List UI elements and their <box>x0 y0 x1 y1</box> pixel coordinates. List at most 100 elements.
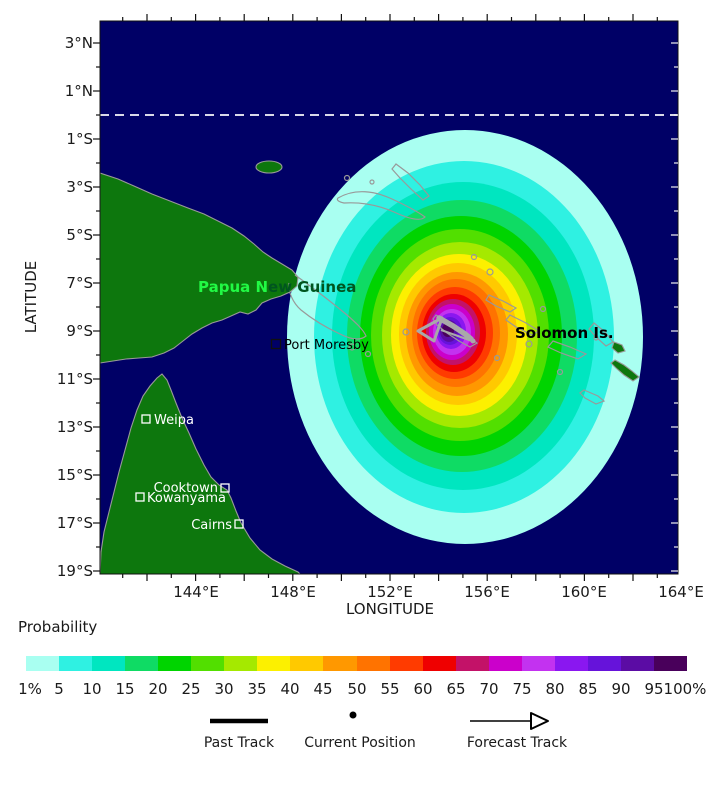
santa-isabel-outline <box>505 314 541 336</box>
colorbar-swatch <box>456 656 489 671</box>
island-outline <box>369 179 375 185</box>
malaita-outline <box>588 322 614 347</box>
island-outline <box>486 268 494 276</box>
x-tick-label: 148°E <box>270 583 316 601</box>
australia-cape-york-land <box>100 373 301 574</box>
colorbar-label: 65 <box>446 680 465 698</box>
colorbar-label: 80 <box>545 680 564 698</box>
y-axis-labels: 3°N 1°N 1°S 3°S 5°S 7°S 9°S 11°S 13°S 15… <box>57 34 93 580</box>
colorbar-swatch <box>224 656 257 671</box>
city-label-cairns: Cairns <box>191 518 232 533</box>
island-outline <box>525 340 533 348</box>
island <box>611 341 626 354</box>
choiseul-outline <box>485 294 518 313</box>
y-tick-label: 11°S <box>57 370 93 388</box>
island-outline <box>364 350 372 358</box>
x-tick-label: 152°E <box>367 583 413 601</box>
colorbar-title: Probability <box>18 618 97 636</box>
colorbar-swatch <box>423 656 456 671</box>
island-outline <box>556 368 564 376</box>
colorbar-label: 40 <box>280 680 299 698</box>
colorbar-label: 45 <box>313 680 332 698</box>
colorbar-label: 20 <box>148 680 167 698</box>
city-marker-port-moresby <box>270 338 282 350</box>
colorbar-label: 30 <box>214 680 233 698</box>
island-outline <box>470 253 478 261</box>
colorbar-label: 55 <box>380 680 399 698</box>
city-label-kowanyama: Kowanyama <box>147 491 226 506</box>
y-tick-label: 3°N <box>65 34 93 52</box>
city-label-port-moresby: Port Moresby <box>284 338 369 353</box>
colorbar-label: 75 <box>512 680 531 698</box>
y-tick-label: 1°S <box>66 130 93 148</box>
current-position-symbol-icon <box>349 711 357 719</box>
island <box>255 160 283 174</box>
forecast-track-label: Forecast Track <box>467 735 568 751</box>
colorbar <box>26 656 687 671</box>
y-tick-label: 9°S <box>66 322 93 340</box>
past-track-line <box>436 315 474 342</box>
colorbar-label: 90 <box>611 680 630 698</box>
y-tick-label: 13°S <box>57 418 93 436</box>
past-track-label: Past Track <box>204 735 275 751</box>
city-markers: Port Moresby Weipa Cooktown Kowanyama Ca… <box>135 338 369 533</box>
colorbar-swatch <box>92 656 125 671</box>
probability-contours <box>287 130 643 544</box>
city-marker-kowanyama <box>135 492 145 502</box>
forecast-track-symbol-arrowhead-icon <box>530 712 549 730</box>
y-tick-label: 1°N <box>65 82 93 100</box>
colorbar-swatch <box>323 656 357 671</box>
colorbar-swatch <box>654 656 687 671</box>
colorbar-swatch <box>257 656 290 671</box>
colorbar-swatch <box>588 656 621 671</box>
papuan-peninsula-outline <box>288 274 367 340</box>
region-label-papua-part2: ew Guinea <box>268 278 356 296</box>
colorbar-swatch <box>191 656 224 671</box>
colorbar-label: 35 <box>247 680 266 698</box>
colorbar-swatch <box>621 656 654 671</box>
city-marker-weipa <box>141 414 151 424</box>
island-outline <box>593 335 599 341</box>
y-tick-label: 5°S <box>66 226 93 244</box>
colorbar-swatch <box>390 656 423 671</box>
current-position-dot <box>470 338 476 344</box>
x-tick-label: 164°E <box>658 583 704 601</box>
island-outline <box>539 305 547 313</box>
colorbar-swatch <box>357 656 390 671</box>
colorbar-swatch <box>555 656 588 671</box>
y-tick-label: 17°S <box>57 514 93 532</box>
colorbar-label: 70 <box>479 680 498 698</box>
forecast-track-line <box>440 329 473 342</box>
colorbar-swatch <box>158 656 191 671</box>
landmasses <box>100 160 640 574</box>
island <box>610 359 640 382</box>
y-tick-label: 15°S <box>57 466 93 484</box>
storm-track-symbols <box>416 315 476 344</box>
city-marker-cairns <box>234 519 244 529</box>
x-axis-title: LONGITUDE <box>346 600 434 618</box>
region-label-papua-part1: Papua N <box>198 278 268 296</box>
city-label-weipa: Weipa <box>154 413 194 428</box>
colorbar-swatch <box>26 656 59 671</box>
colorbar-label: 85 <box>578 680 597 698</box>
y-tick-label: 3°S <box>66 178 93 196</box>
x-tick-label: 144°E <box>173 583 219 601</box>
colorbar-label: 25 <box>181 680 200 698</box>
makira-outline <box>579 389 606 405</box>
colorbar-swatch <box>290 656 323 671</box>
y-tick-label: 19°S <box>57 562 93 580</box>
x-tick-label: 156°E <box>464 583 510 601</box>
colorbar-label: 10 <box>82 680 101 698</box>
colorbar-swatch <box>489 656 522 671</box>
island-outline <box>343 174 351 182</box>
colorbar-label: 60 <box>413 680 432 698</box>
guadalcanal-outline <box>547 340 588 360</box>
colorbar-label: 95 <box>644 680 663 698</box>
new-britain-outline <box>336 191 426 220</box>
region-label-solomon-is: Solomon Is. <box>515 324 614 342</box>
x-tick-label: 160°E <box>561 583 607 601</box>
colorbar-swatch <box>522 656 555 671</box>
current-position-label: Current Position <box>304 735 416 751</box>
